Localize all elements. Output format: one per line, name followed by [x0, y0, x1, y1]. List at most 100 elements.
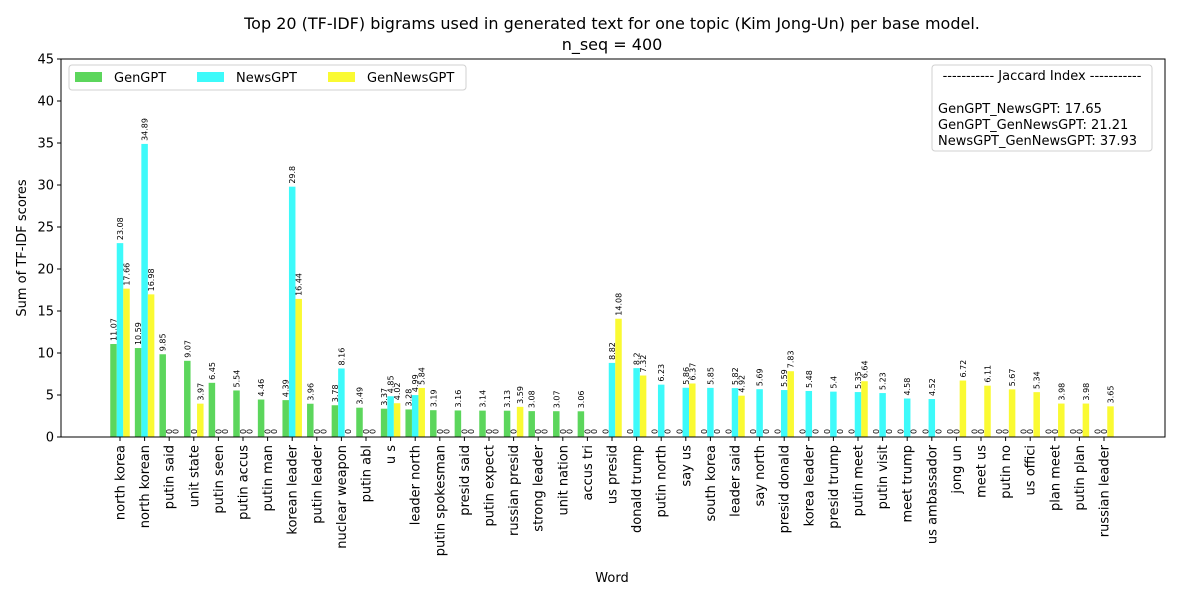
bar-gengpt-putin-man	[257, 399, 265, 437]
bar-newsgpt-leader-said	[731, 388, 739, 437]
y-tick-label: 0	[46, 431, 54, 446]
x-tick-label-russian-leader: russian leader	[1098, 444, 1113, 537]
x-tick-label-nuclear-weapon: nuclear weapon	[335, 445, 350, 549]
bar-gennewsgpt-korean-leader	[295, 298, 302, 437]
bar-gengpt-putin-leader	[307, 403, 314, 437]
y-tick-label: 5	[46, 389, 54, 404]
bar-newsgpt-us-ambassador	[928, 399, 936, 437]
bar-label-gennewsgpt-us-offici: 5.34	[1033, 371, 1042, 389]
bar-gengpt-unit-nation	[553, 411, 560, 437]
jaccard-newsgpt-gennewsgpt: NewsGPT_GenNewsGPT: 37.93	[938, 134, 1137, 149]
bar-newsgpt-donald-trump	[633, 368, 640, 437]
bar-label-newsgpt-putin-expect: 0	[485, 429, 494, 434]
bar-label-gennewsgpt-unit-nation: 0	[565, 429, 574, 434]
bar-label-gennewsgpt-leader-said: 4.92	[738, 375, 747, 393]
bar-label-newsgpt-north-korean: 34.89	[141, 118, 150, 141]
bar-gengpt-putin-abl	[356, 407, 363, 437]
bar-label-gengpt-putin-man: 4.46	[257, 379, 266, 397]
bar-label-newsgpt-presid-donald: 5.59	[780, 369, 789, 387]
bar-label-gennewsgpt-plan-meet: 3.98	[1057, 383, 1066, 401]
bar-gennewsgpt-us-presid	[615, 318, 622, 437]
y-tick-label: 35	[37, 137, 54, 152]
bar-label-gennewsgpt-putin-said: 0	[172, 429, 181, 434]
bar-label-gengpt-meet-trump: 0	[897, 429, 906, 434]
bar-label-gengpt-leader-north: 3.28	[405, 389, 414, 407]
bar-gengpt-putin-spokesman	[430, 410, 437, 437]
x-tick-label-say-us: say us	[679, 445, 694, 487]
jaccard-header: ----------- Jaccard Index -----------	[943, 69, 1142, 84]
bar-gengpt-leader-north	[405, 409, 412, 437]
x-tick-label-putin-seen: putin seen	[212, 445, 227, 514]
x-axis-label: Word	[595, 571, 628, 586]
bar-gennewsgpt-putin-no	[1008, 389, 1016, 437]
bar-label-newsgpt-jong-un: 0	[952, 429, 961, 434]
bar-label-gengpt-say-us: 0	[675, 429, 684, 434]
bar-label-gengpt-south-korea: 0	[700, 429, 709, 434]
bar-label-gennewsgpt-north-korea: 17.66	[123, 263, 132, 286]
x-tick-label-jong-un: jong un	[950, 445, 965, 495]
bar-label-gennewsgpt-korean-leader: 16.44	[295, 273, 304, 296]
jaccard-box-frame	[931, 64, 1153, 152]
bar-label-newsgpt-south-korea: 5.85	[706, 367, 715, 385]
bar-label-newsgpt-presid-said: 0	[460, 429, 469, 434]
bar-label-gengpt-donald-trump: 0	[626, 429, 635, 434]
bar-label-gennewsgpt-putin-visit: 0	[885, 429, 894, 434]
bar-label-gengpt-u-s: 3.37	[380, 388, 389, 406]
bar-label-newsgpt-us-presid: 8.82	[608, 342, 617, 360]
bar-gengpt-putin-seen	[208, 382, 216, 437]
bar-gennewsgpt-leader-said	[738, 395, 745, 437]
legend-label-newsgpt: NewsGPT	[236, 71, 297, 86]
bar-label-newsgpt-putin-said: 0	[165, 429, 174, 434]
bar-label-gennewsgpt-putin-expect: 0	[492, 429, 501, 434]
bar-newsgpt-say-us	[682, 387, 690, 437]
x-tick-label-presid-trump: presid trump	[827, 445, 842, 529]
bar-label-gengpt-nuclear-weapon: 3.78	[331, 384, 340, 402]
bar-newsgpt-north-korean	[141, 143, 148, 437]
bar-label-gengpt-unit-nation: 3.07	[552, 390, 561, 408]
bar-label-gengpt-putin-visit: 0	[872, 429, 881, 434]
bar-label-gengpt-north-korea: 11.07	[110, 318, 119, 341]
bar-gennewsgpt-russian-presid	[516, 406, 524, 437]
bar-label-newsgpt-donald-trump: 8.2	[633, 352, 642, 365]
x-tick-label-leader-said: leader said	[729, 445, 744, 517]
jaccard-index-box: ----------- Jaccard Index ----------- Ge…	[931, 64, 1153, 152]
bar-label-newsgpt-korean-leader: 29.8	[288, 166, 297, 184]
bar-label-gengpt-us-ambassador: 0	[921, 429, 930, 434]
x-tick-label-donald-trump: donald trump	[630, 445, 645, 533]
bar-label-newsgpt-presid-trump: 5.4	[829, 376, 838, 389]
bar-label-gennewsgpt-presid-trump: 0	[836, 429, 845, 434]
bar-label-gengpt-korean-leader: 4.39	[282, 379, 291, 397]
bar-label-gennewsgpt-meet-us: 6.11	[984, 365, 993, 383]
bar-label-gennewsgpt-say-north: 0	[762, 429, 771, 434]
bar-gengpt-korean-leader	[282, 400, 289, 437]
bar-label-newsgpt-north-korea: 23.08	[116, 217, 125, 240]
legend-swatch-newsgpt	[197, 72, 224, 82]
bar-label-gennewsgpt-putin-man: 0	[270, 429, 279, 434]
bar-label-newsgpt-meet-us: 0	[977, 429, 986, 434]
bar-label-gennewsgpt-accus-tri: 0	[590, 429, 599, 434]
bar-label-gennewsgpt-russian-leader: 3.65	[1107, 386, 1116, 404]
bar-label-gennewsgpt-south-korea: 0	[713, 429, 722, 434]
y-tick-label: 10	[37, 347, 54, 362]
bar-label-newsgpt-russian-presid: 0	[510, 429, 519, 434]
bar-label-gennewsgpt-putin-plan: 3.98	[1082, 383, 1091, 401]
bar-gennewsgpt-donald-trump	[639, 375, 647, 437]
bar-label-newsgpt-leader-said: 5.82	[731, 367, 740, 385]
x-tick-label-us-offici: us offici	[1024, 445, 1039, 495]
bar-newsgpt-putin-visit	[879, 393, 886, 437]
bar-gengpt-presid-said	[454, 410, 462, 437]
legend: GenGPT NewsGPT GenNewsGPT	[68, 64, 467, 91]
bar-label-gengpt-unit-state: 9.07	[183, 340, 192, 358]
bar-label-newsgpt-say-north: 5.69	[756, 368, 765, 386]
bar-label-newsgpt-putin-meet: 5.35	[854, 371, 863, 389]
y-tick-label: 30	[37, 179, 54, 194]
x-tick-label-putin-no: putin no	[999, 445, 1014, 499]
bar-label-gengpt-presid-said: 3.16	[454, 390, 463, 408]
bar-label-gennewsgpt-putin-meet: 6.64	[861, 360, 870, 378]
bar-gennewsgpt-u-s	[393, 403, 401, 437]
y-axis: 0 5 10 15 20 25 30 35 40 45	[37, 53, 61, 446]
bar-label-gennewsgpt-russian-presid: 3.59	[516, 386, 525, 404]
jaccard-gengpt-newsgpt: GenGPT_NewsGPT: 17.65	[938, 102, 1102, 117]
x-tick-label-plan-meet: plan meet	[1048, 445, 1063, 511]
bar-label-gengpt-jong-un: 0	[946, 429, 955, 434]
